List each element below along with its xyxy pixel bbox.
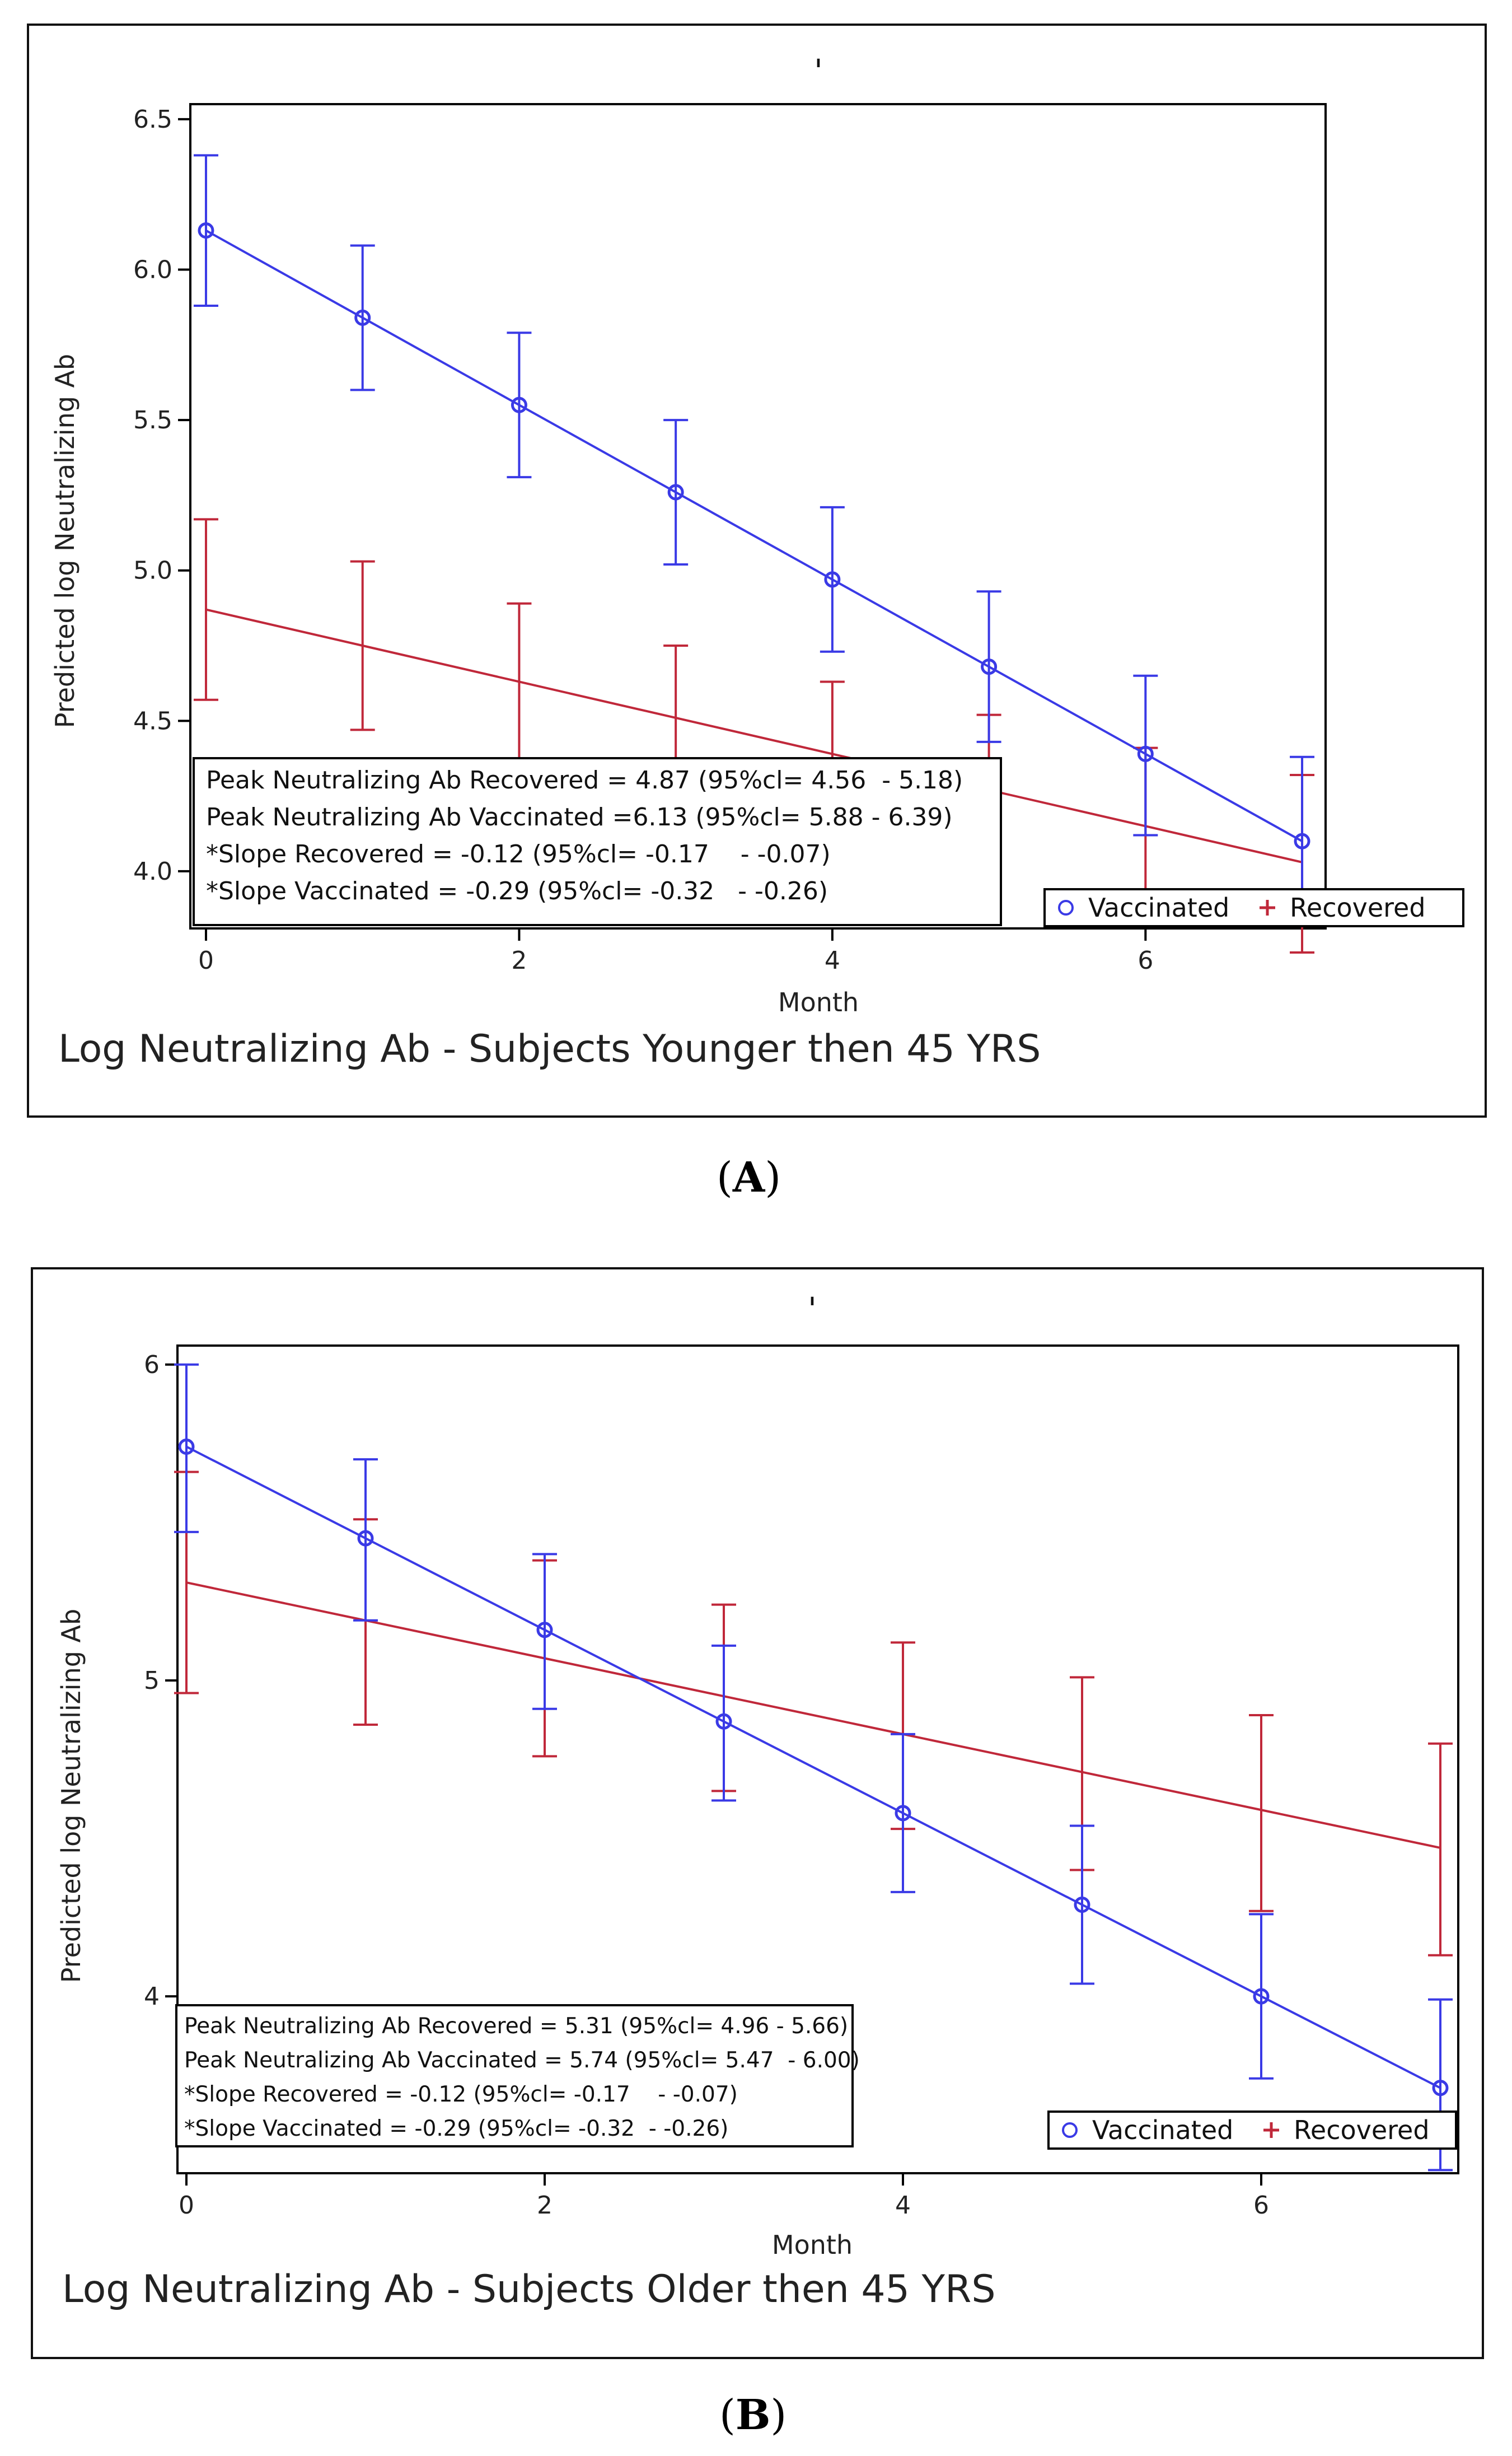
vaccinated-point bbox=[1253, 1988, 1270, 2005]
x-tick-label: 0 bbox=[198, 946, 214, 975]
header-mark: ' bbox=[814, 53, 822, 90]
legend-recovered-label: Recovered bbox=[1290, 893, 1426, 923]
x-tick-label: 2 bbox=[511, 946, 527, 975]
legend-box bbox=[1043, 888, 1464, 927]
y-tick-label: 4.0 bbox=[133, 857, 172, 886]
stats-annotation-box bbox=[193, 757, 1002, 926]
legend-recovered-label: Recovered bbox=[1294, 2115, 1430, 2145]
stats-annotation-line: *Slope Vaccinated = -0.29 (95%cl= -0.32 … bbox=[206, 877, 828, 905]
legend-vaccinated-marker bbox=[1062, 2122, 1078, 2138]
vaccinated-point bbox=[981, 659, 998, 675]
vaccinated-point bbox=[1294, 833, 1310, 849]
vaccinated-line bbox=[186, 1445, 1441, 2089]
vaccinated-line bbox=[205, 229, 1303, 842]
vaccinated-point bbox=[198, 222, 214, 239]
chart-a: ' 4.0 4.5 5.0 5.5 6.0 6.5 0 2 4 6 Month Predicted lo… bbox=[50, 53, 1464, 1071]
x-tick-label: 4 bbox=[895, 2191, 911, 2220]
y-tick-label: 5.0 bbox=[133, 557, 172, 585]
vaccinated-point bbox=[1137, 745, 1154, 762]
y-axis-title: Predicted log Neutralizing Ab bbox=[56, 1609, 86, 1983]
recovered-line bbox=[205, 608, 1303, 863]
vaccinated-point bbox=[1074, 1896, 1090, 1913]
plot-frame bbox=[176, 1344, 1459, 2174]
y-tick-label: 5 bbox=[144, 1666, 160, 1695]
y-tick-label: 4.5 bbox=[133, 707, 172, 735]
figure-title: Log Neutralizing Ab - Subjects Older the… bbox=[62, 2267, 996, 2312]
stats-annotation-line: *Slope Recovered = -0.12 (95%cl= -0.17 -… bbox=[184, 2082, 738, 2107]
stats-annotation-line: *Slope Recovered = -0.12 (95%cl= -0.17 -… bbox=[206, 840, 831, 869]
vaccinated-point bbox=[667, 484, 684, 501]
vaccinated-point bbox=[715, 1713, 732, 1730]
chart-b: ' 4 5 6 0 2 4 6 Month Predicted log Neutralizing … bbox=[56, 1291, 1459, 2312]
x-axis-title: Month bbox=[778, 987, 859, 1017]
x-tick-label: 6 bbox=[1137, 946, 1153, 975]
y-tick-label: 6.5 bbox=[133, 105, 172, 134]
panel-label-b: (B) bbox=[719, 2391, 787, 2439]
vaccinated-point bbox=[1432, 2080, 1449, 2097]
vaccinated-point bbox=[354, 309, 371, 326]
y-axis-title: Predicted log Neutralizing Ab bbox=[50, 354, 80, 728]
vaccinated-point bbox=[824, 571, 841, 588]
x-tick-label: 0 bbox=[179, 2191, 194, 2220]
legend-vaccinated-marker bbox=[1058, 900, 1074, 916]
vaccinated-point bbox=[357, 1530, 374, 1547]
plot-frame bbox=[189, 103, 1327, 930]
y-tick-label: 6 bbox=[144, 1351, 160, 1379]
vaccinated-point bbox=[511, 396, 527, 413]
stats-annotation-line: Peak Neutralizing Ab Vaccinated =6.13 (9… bbox=[206, 803, 953, 832]
legend-vaccinated-label: Vaccinated bbox=[1092, 2115, 1233, 2145]
vaccinated-point bbox=[536, 1622, 553, 1638]
y-tick-label: 4 bbox=[144, 1982, 160, 2011]
figure-title: Log Neutralizing Ab - Subjects Younger t… bbox=[58, 1027, 1041, 1071]
vaccinated-point bbox=[895, 1805, 911, 1822]
stats-annotation-line: *Slope Vaccinated = -0.29 (95%cl= -0.32 … bbox=[184, 2116, 728, 2141]
stats-annotation-line: Peak Neutralizing Ab Recovered = 4.87 (9… bbox=[206, 766, 963, 795]
y-tick-label: 5.5 bbox=[133, 406, 172, 435]
x-tick-label: 6 bbox=[1253, 2191, 1269, 2220]
legend-vaccinated-label: Vaccinated bbox=[1088, 893, 1229, 923]
stats-annotation-box bbox=[175, 2004, 854, 2147]
x-axis-title: Month bbox=[772, 2230, 853, 2260]
figure-b: ' 4 5 6 0 2 4 6 Month Predicted log Neutralizing … bbox=[31, 1267, 1484, 2359]
x-tick-label: 4 bbox=[825, 946, 840, 975]
x-tick-label: 2 bbox=[537, 2191, 553, 2220]
stats-annotation-line: Peak Neutralizing Ab Recovered = 5.31 (9… bbox=[184, 2014, 848, 2039]
panel-label-a: (A) bbox=[717, 1154, 781, 1202]
figure-a: ' 4.0 4.5 5.0 5.5 6.0 6.5 0 2 4 6 Month Predicted lo… bbox=[27, 24, 1487, 1118]
stats-annotation-line: Peak Neutralizing Ab Vaccinated = 5.74 (… bbox=[184, 2048, 860, 2073]
y-tick-label: 6.0 bbox=[133, 255, 172, 284]
vaccinated-point bbox=[178, 1439, 195, 1455]
legend-box bbox=[1047, 2111, 1457, 2150]
recovered-line bbox=[186, 1581, 1441, 1849]
header-mark: ' bbox=[808, 1291, 816, 1328]
